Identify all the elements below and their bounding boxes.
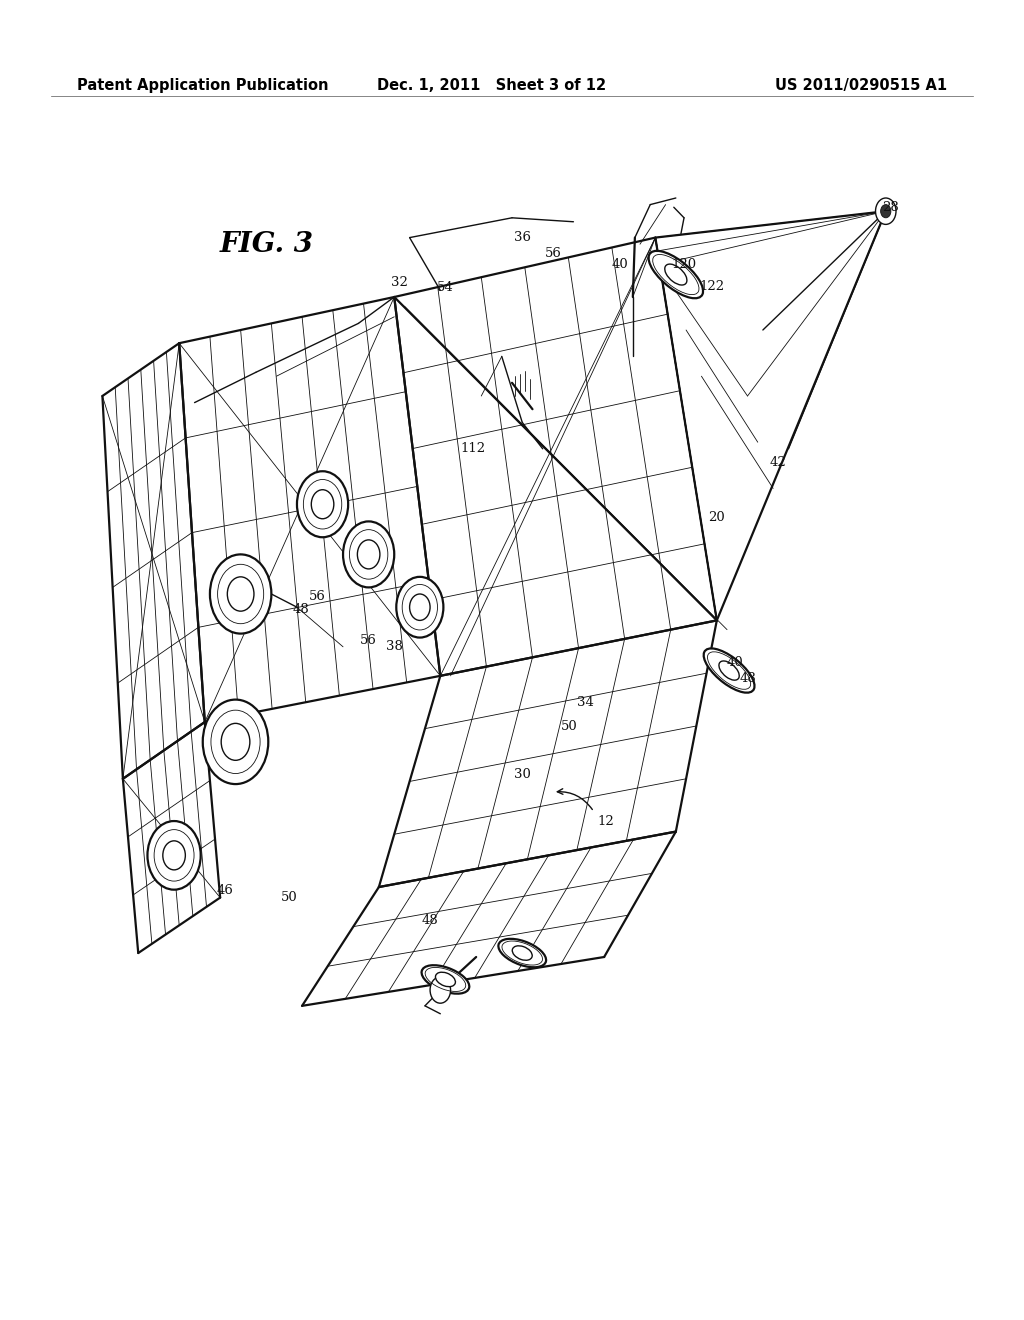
Text: 34: 34 bbox=[578, 696, 594, 709]
Circle shape bbox=[876, 198, 896, 224]
Ellipse shape bbox=[499, 939, 546, 968]
Text: 56: 56 bbox=[309, 590, 326, 603]
Ellipse shape bbox=[648, 251, 703, 298]
Circle shape bbox=[297, 471, 348, 537]
Ellipse shape bbox=[435, 973, 456, 986]
Text: 122: 122 bbox=[699, 280, 724, 293]
Text: 40: 40 bbox=[727, 656, 743, 669]
Text: 120: 120 bbox=[672, 257, 696, 271]
Circle shape bbox=[410, 594, 430, 620]
Ellipse shape bbox=[719, 661, 739, 680]
Text: 46: 46 bbox=[217, 884, 233, 898]
Circle shape bbox=[210, 554, 271, 634]
Text: Patent Application Publication: Patent Application Publication bbox=[77, 78, 329, 94]
Circle shape bbox=[147, 821, 201, 890]
Text: 50: 50 bbox=[281, 891, 297, 904]
Ellipse shape bbox=[703, 648, 755, 693]
Text: 30: 30 bbox=[514, 768, 530, 781]
Ellipse shape bbox=[512, 946, 532, 960]
Text: 56: 56 bbox=[360, 634, 377, 647]
Text: 40: 40 bbox=[611, 257, 628, 271]
Text: 54: 54 bbox=[437, 281, 454, 294]
Circle shape bbox=[430, 977, 451, 1003]
Circle shape bbox=[311, 490, 334, 519]
Text: 38: 38 bbox=[386, 640, 402, 653]
Circle shape bbox=[221, 723, 250, 760]
Ellipse shape bbox=[665, 264, 687, 285]
Circle shape bbox=[343, 521, 394, 587]
Text: 12: 12 bbox=[598, 814, 614, 828]
Text: 48: 48 bbox=[739, 672, 756, 685]
Text: Dec. 1, 2011   Sheet 3 of 12: Dec. 1, 2011 Sheet 3 of 12 bbox=[377, 78, 606, 94]
Text: 32: 32 bbox=[391, 276, 408, 289]
Circle shape bbox=[396, 577, 443, 638]
Circle shape bbox=[881, 205, 891, 218]
Text: US 2011/0290515 A1: US 2011/0290515 A1 bbox=[775, 78, 947, 94]
Text: 50: 50 bbox=[561, 719, 578, 733]
Circle shape bbox=[203, 700, 268, 784]
Ellipse shape bbox=[422, 965, 469, 994]
Circle shape bbox=[227, 577, 254, 611]
Text: 36: 36 bbox=[514, 231, 530, 244]
Text: FIG. 3: FIG. 3 bbox=[219, 231, 313, 257]
Circle shape bbox=[163, 841, 185, 870]
Text: 48: 48 bbox=[422, 913, 438, 927]
Text: 20: 20 bbox=[709, 511, 725, 524]
Text: 42: 42 bbox=[770, 455, 786, 469]
Circle shape bbox=[357, 540, 380, 569]
Text: 56: 56 bbox=[545, 247, 561, 260]
Text: 48: 48 bbox=[293, 603, 309, 616]
Text: 28: 28 bbox=[883, 201, 899, 214]
Text: 112: 112 bbox=[461, 442, 485, 455]
